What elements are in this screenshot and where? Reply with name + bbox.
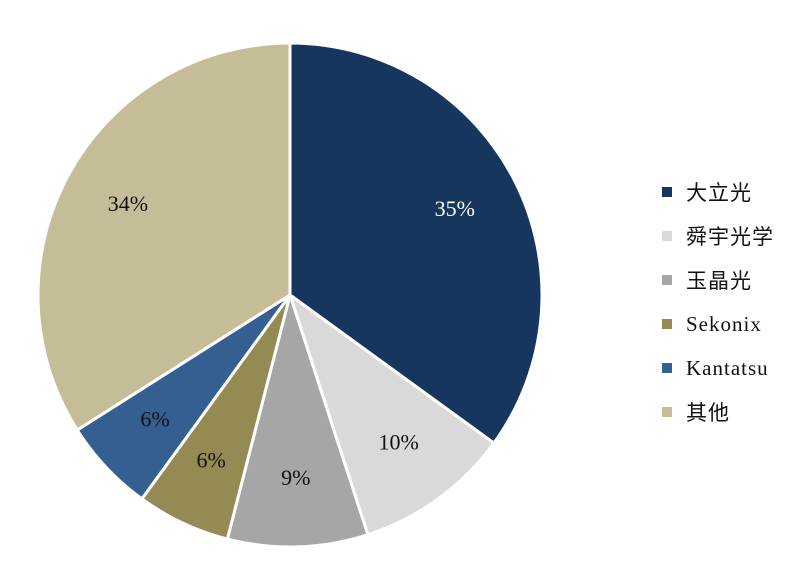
pie-slice-item-3 <box>225 289 370 549</box>
legend-swatch <box>662 231 672 241</box>
legend-item: 舜宇光学 <box>662 214 774 258</box>
pie-slice-item-1 <box>288 41 544 446</box>
slice-value-label: 9% <box>281 465 310 490</box>
legend-swatch <box>662 407 672 417</box>
slice-value-label: 35% <box>435 196 475 221</box>
legend-label: 舜宇光学 <box>686 225 774 249</box>
legend-item: 大立光 <box>662 170 774 214</box>
legend-swatch <box>662 319 672 329</box>
pie-value-labels: 35% 10% 9% 6% 6% 34% <box>108 191 475 490</box>
pie-slice-item-2 <box>287 291 496 537</box>
legend-swatch <box>662 275 672 285</box>
legend-swatch <box>662 363 672 373</box>
legend-swatch <box>662 187 672 197</box>
slice-value-label: 34% <box>108 191 148 216</box>
legend-label: 玉晶光 <box>686 269 752 293</box>
legend-label: Sekonix <box>686 311 762 336</box>
legend-item: 其他 <box>662 390 774 434</box>
legend-label: 大立光 <box>686 181 752 205</box>
legend-item: Kantatsu <box>662 346 774 390</box>
legend-label: 其他 <box>686 401 730 425</box>
slice-value-label: 6% <box>140 407 169 432</box>
legend-label: Kantatsu <box>686 355 769 380</box>
pie-slice-item-6 <box>36 41 292 433</box>
legend-item: Sekonix <box>662 302 774 346</box>
pie-slices <box>36 41 544 549</box>
slice-value-label: 6% <box>197 447 226 472</box>
legend: 大立光舜宇光学玉晶光 Sekonix Kantatsu 其他 <box>662 170 774 434</box>
legend-item: 玉晶光 <box>662 258 774 302</box>
slice-value-label: 10% <box>379 430 419 455</box>
